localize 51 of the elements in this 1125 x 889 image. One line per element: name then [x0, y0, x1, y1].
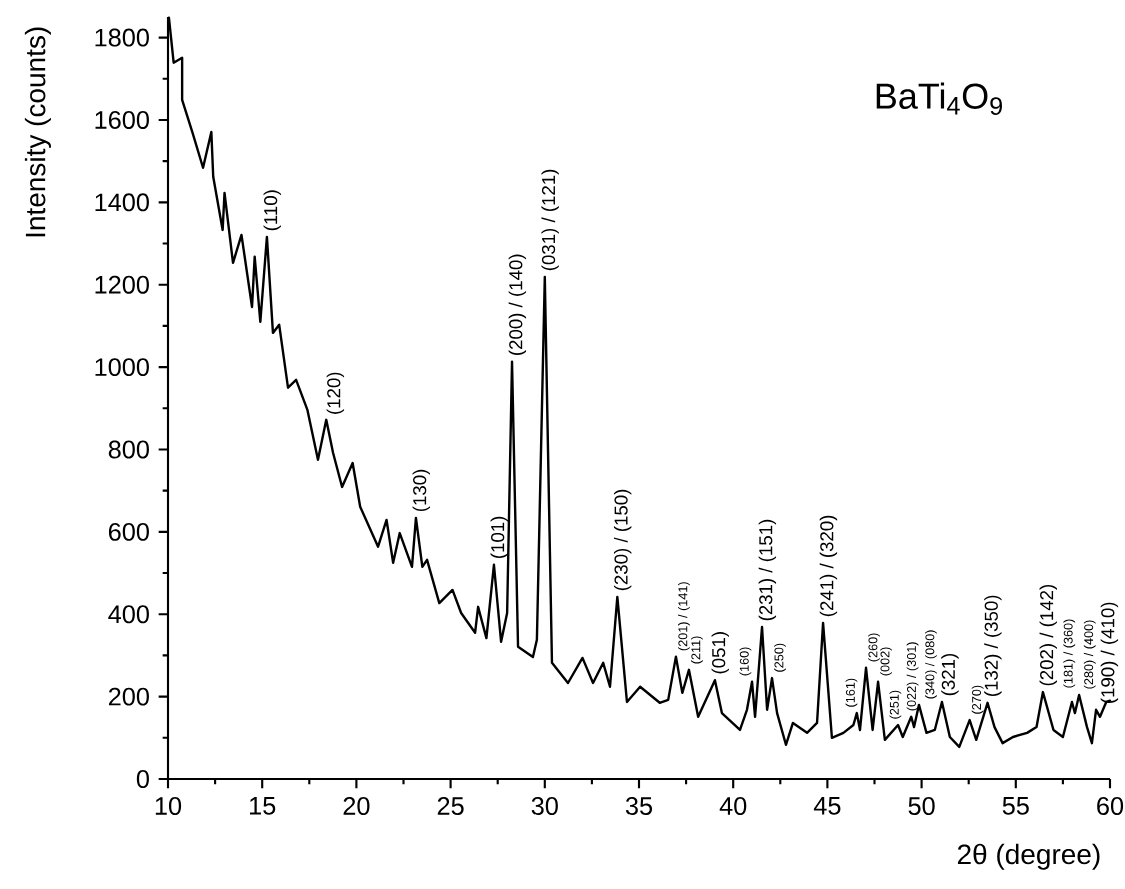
text: BaTi$_{4}$O$_{9}$	[876, 82, 1002, 115]
annotation: (190) / (410)	[1100, 602, 1119, 704]
y-tick-label: 1200	[95, 275, 149, 294]
annotation: (031) / (121)	[541, 169, 559, 271]
x-axis-title: 2θ (degree)	[957, 843, 1100, 870]
annotation: (022) / (301)	[906, 642, 919, 711]
annotation: (280) / (400)	[1083, 620, 1096, 689]
annotation: (160)	[739, 647, 752, 676]
annotation: (340) / (080)	[925, 630, 937, 699]
annotation: (110)	[263, 190, 281, 231]
y-tick-label: 1800	[95, 28, 149, 47]
x-tick-label: 60	[1097, 797, 1124, 815]
annotation: (250)	[774, 643, 786, 672]
y-tick-label: 600	[108, 522, 149, 541]
x-tick-label: 25	[437, 797, 464, 815]
x-tick-label: 45	[813, 797, 841, 815]
annotation: (270)	[971, 685, 984, 714]
annotation: (202) / (142)	[1039, 584, 1057, 686]
y-tick-label: 0	[136, 770, 149, 788]
annotation: (181) / (360)	[1063, 619, 1076, 688]
annotation: (120)	[326, 372, 345, 414]
y-axis-title: Intensity (counts)	[24, 27, 51, 237]
annotation: (051)	[711, 632, 729, 674]
x-tick-label: 55	[1002, 797, 1029, 815]
annotation: (231) / (151)	[758, 519, 777, 621]
y-tick-label: 1600	[95, 110, 149, 129]
x-tick-label: 15	[250, 797, 276, 815]
y-tick-label: 1400	[95, 193, 149, 212]
y-tick-label: 400	[108, 605, 149, 624]
annotation: (201) / (141)	[678, 582, 690, 651]
x-tick-label: 30	[531, 797, 558, 815]
annotation: (230) / (150)	[613, 489, 632, 591]
y-tick-label: 200	[108, 687, 149, 706]
x-tick-label: 50	[908, 797, 935, 815]
annotation: (101)	[490, 516, 508, 559]
annotation: (260)	[868, 633, 880, 662]
x-tick-label: 40	[719, 797, 747, 815]
annotation: (251)	[889, 690, 902, 719]
annotation: (200) / (140)	[508, 254, 527, 355]
x-tick-label: 20	[343, 797, 370, 815]
annotation: (130)	[412, 469, 430, 512]
annotation: (241) / (320)	[819, 515, 838, 617]
annotation: (161)	[845, 678, 858, 707]
y-tick-label: 1000	[95, 358, 149, 377]
annotation: (132) / (350)	[984, 595, 1002, 697]
annotation: (002)	[880, 647, 892, 676]
x-tick-label: 35	[625, 797, 653, 815]
x-tick-label: 10	[155, 797, 182, 815]
annotation: (321)	[941, 653, 959, 696]
annotation: (211)	[691, 636, 703, 664]
y-tick-label: 800	[108, 440, 149, 459]
